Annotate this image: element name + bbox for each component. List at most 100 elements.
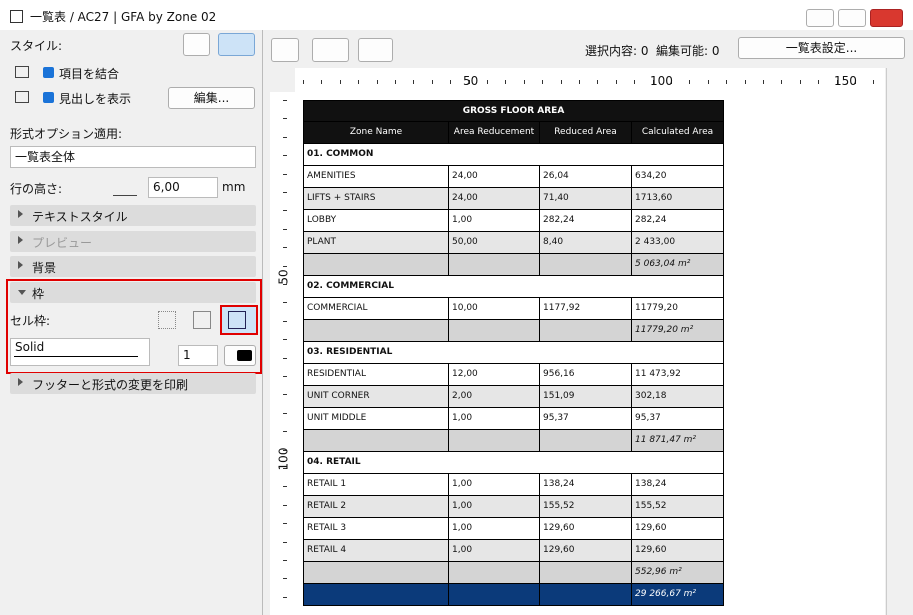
table-cell: AMENITIES (303, 166, 449, 188)
ruler-tick (283, 302, 287, 304)
ruler-tick (283, 468, 287, 469)
ruler-tick (283, 486, 287, 488)
ruler-tick (283, 541, 287, 543)
table-cell (449, 562, 540, 584)
color-button[interactable] (224, 345, 256, 366)
table-cell (303, 430, 449, 452)
section-header[interactable]: プレビュー (10, 231, 256, 252)
table-cell (303, 254, 449, 276)
ruler-tick (523, 80, 525, 84)
toolbar-button[interactable] (312, 38, 349, 62)
ruler-tick (283, 192, 287, 193)
table-cell: 11779,20 m² (632, 320, 724, 342)
group-heading: 04. RETAIL (303, 452, 724, 474)
table-title: GROSS FLOOR AREA (303, 100, 724, 122)
ruler-tick (283, 431, 287, 433)
table-cell: 956,16 (540, 364, 632, 386)
heading-icon (15, 91, 29, 103)
table-cell: 29 266,67 m² (632, 584, 724, 606)
pen-input[interactable]: 1 (178, 345, 218, 366)
window-title: 一覧表 / AC27 | GFA by Zone 02 (30, 10, 217, 24)
table-cell: 1,00 (449, 210, 540, 232)
ruler-tick (283, 412, 287, 414)
row-height-input[interactable]: 6,00 (148, 177, 218, 198)
table-cell: 12,00 (449, 364, 540, 386)
table-cell: RETAIL 1 (303, 474, 449, 496)
close-button[interactable] (870, 9, 903, 27)
ruler-tick (818, 80, 820, 84)
style-button-active[interactable] (218, 33, 255, 56)
style-label: スタイル: (10, 39, 63, 53)
table-cell: 24,00 (449, 188, 540, 210)
table-cell (449, 254, 540, 276)
show-headings-label: 見出しを表示 (59, 92, 132, 106)
border-none-icon[interactable] (158, 311, 176, 329)
table-cell: 129,60 (540, 518, 632, 540)
ruler-tick (560, 80, 562, 84)
table-cell: RETAIL 3 (303, 518, 449, 540)
ruler-tick (283, 560, 287, 561)
heading-checkbox[interactable] (43, 92, 54, 103)
ruler-label: 50 (276, 269, 291, 285)
table-cell: 1,00 (449, 474, 540, 496)
style-button[interactable] (183, 33, 210, 56)
merge-checkbox[interactable] (43, 67, 54, 78)
group-heading: 02. COMMERCIAL (303, 276, 724, 298)
table-cell: COMMERCIAL (303, 298, 449, 320)
ruler-tick (597, 80, 599, 84)
ruler-tick (283, 210, 287, 212)
ruler-tick (505, 80, 507, 84)
table-cell: 11 871,47 m² (632, 430, 724, 452)
ruler-tick (799, 80, 801, 84)
ruler-tick (707, 80, 709, 84)
table-cell: UNIT MIDDLE (303, 408, 449, 430)
maximize-button[interactable] (838, 9, 866, 27)
format-select[interactable]: 一覧表全体 (10, 146, 256, 168)
section-header[interactable]: フッターと形式の変更を印刷 (10, 373, 256, 394)
table-cell: 1,00 (449, 496, 540, 518)
section-title: プレビュー (32, 236, 93, 250)
table-cell: 129,60 (632, 540, 724, 562)
ruler-tick (283, 320, 287, 322)
table-cell: Reduced Area (540, 122, 632, 144)
left-ruler (270, 92, 295, 615)
ruler-tick (321, 80, 323, 84)
row-height-icon (113, 180, 137, 196)
edit-button[interactable]: 編集... (168, 87, 255, 109)
ruler-tick (781, 80, 783, 84)
line-type-select[interactable]: Solid (10, 338, 150, 366)
section-header[interactable]: テキストスタイル (10, 205, 256, 226)
toolbar-button[interactable] (271, 38, 299, 62)
row-height-unit: mm (222, 180, 246, 194)
table-cell: 138,24 (540, 474, 632, 496)
toolbar-button[interactable] (358, 38, 393, 62)
border-all-button[interactable] (220, 305, 258, 335)
section-header-expanded[interactable]: 枠 (10, 282, 256, 303)
table-cell: 138,24 (632, 474, 724, 496)
table-cell: 2 433,00 (632, 232, 724, 254)
minimize-button[interactable] (806, 9, 834, 27)
group-heading: 01. COMMON (303, 144, 724, 166)
ruler-tick (615, 80, 617, 84)
settings-button[interactable]: 一覧表設定... (738, 37, 905, 59)
ruler-tick (413, 80, 415, 84)
table-cell (449, 320, 540, 342)
ruler-tick (579, 80, 580, 84)
table-cell (303, 562, 449, 584)
border-outer-icon[interactable] (193, 311, 211, 329)
ruler-tick (283, 100, 287, 101)
scrollbar[interactable] (886, 68, 913, 615)
ruler-tick (283, 136, 287, 138)
table-cell: Zone Name (303, 122, 449, 144)
section-title: テキストスタイル (32, 210, 128, 224)
table-cell: RESIDENTIAL (303, 364, 449, 386)
table-cell (303, 584, 449, 606)
table-cell (540, 320, 632, 342)
format-options-label: 形式オプション適用: (10, 127, 123, 141)
ruler-tick (283, 118, 287, 120)
ruler-tick (450, 80, 452, 84)
section-title: フッターと形式の変更を印刷 (32, 378, 189, 392)
ruler-tick (763, 80, 764, 84)
section-header[interactable]: 背景 (10, 256, 256, 277)
ruler-tick (283, 504, 287, 506)
